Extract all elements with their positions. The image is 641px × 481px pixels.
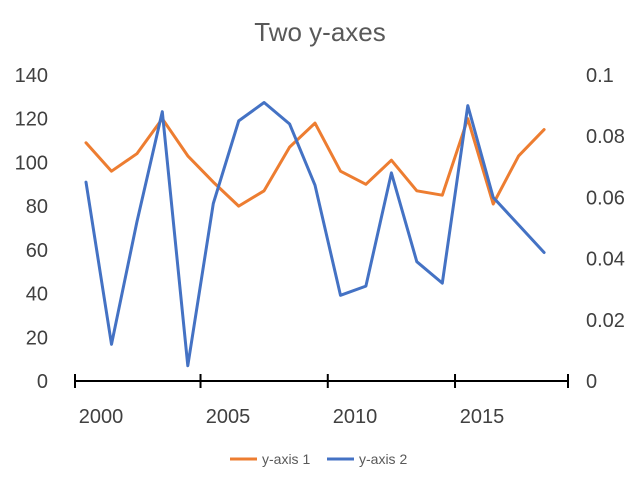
legend-label: y-axis 2: [359, 451, 407, 467]
legend: y-axis 1 y-axis 2: [230, 451, 407, 467]
right-axis-tick-label: 0.1: [586, 65, 614, 87]
left-axis-tick-label: 120: [15, 109, 48, 131]
x-axis-tick-label: 2000: [79, 406, 124, 428]
right-axis-tick-label: 0.02: [586, 310, 625, 332]
x-axis-tick-label: 2005: [206, 406, 251, 428]
right-axis-tick-label: 0.08: [586, 126, 625, 148]
right-axis-tick-label: 0.04: [586, 249, 625, 271]
left-axis-tick-labels: 0 20 40 60 80 100 120 140: [15, 65, 48, 393]
series-layer: [84, 101, 546, 368]
left-axis-tick-label: 80: [26, 196, 48, 218]
x-axis-tick-label: 2010: [333, 406, 378, 428]
left-axis-tick-label: 60: [26, 240, 48, 262]
legend-item: y-axis 1: [230, 451, 310, 467]
legend-label: y-axis 1: [262, 451, 310, 467]
x-axis-tick-label: 2015: [460, 406, 505, 428]
legend-item: y-axis 2: [327, 451, 407, 467]
left-axis-tick-label: 0: [37, 371, 48, 393]
right-axis-tick-label: 0: [586, 371, 597, 393]
right-axis-tick-label: 0.06: [586, 187, 625, 209]
left-axis-tick-label: 40: [26, 284, 48, 306]
left-axis-tick-label: 140: [15, 65, 48, 87]
chart-title: Two y-axes: [254, 17, 386, 47]
left-axis-tick-label: 20: [26, 327, 48, 349]
x-axis: 2000 2005 2010 2015: [74, 374, 569, 428]
left-axis-tick-label: 100: [15, 152, 48, 174]
right-axis-tick-labels: 0 0.02 0.04 0.06 0.08 0.1: [586, 65, 625, 393]
